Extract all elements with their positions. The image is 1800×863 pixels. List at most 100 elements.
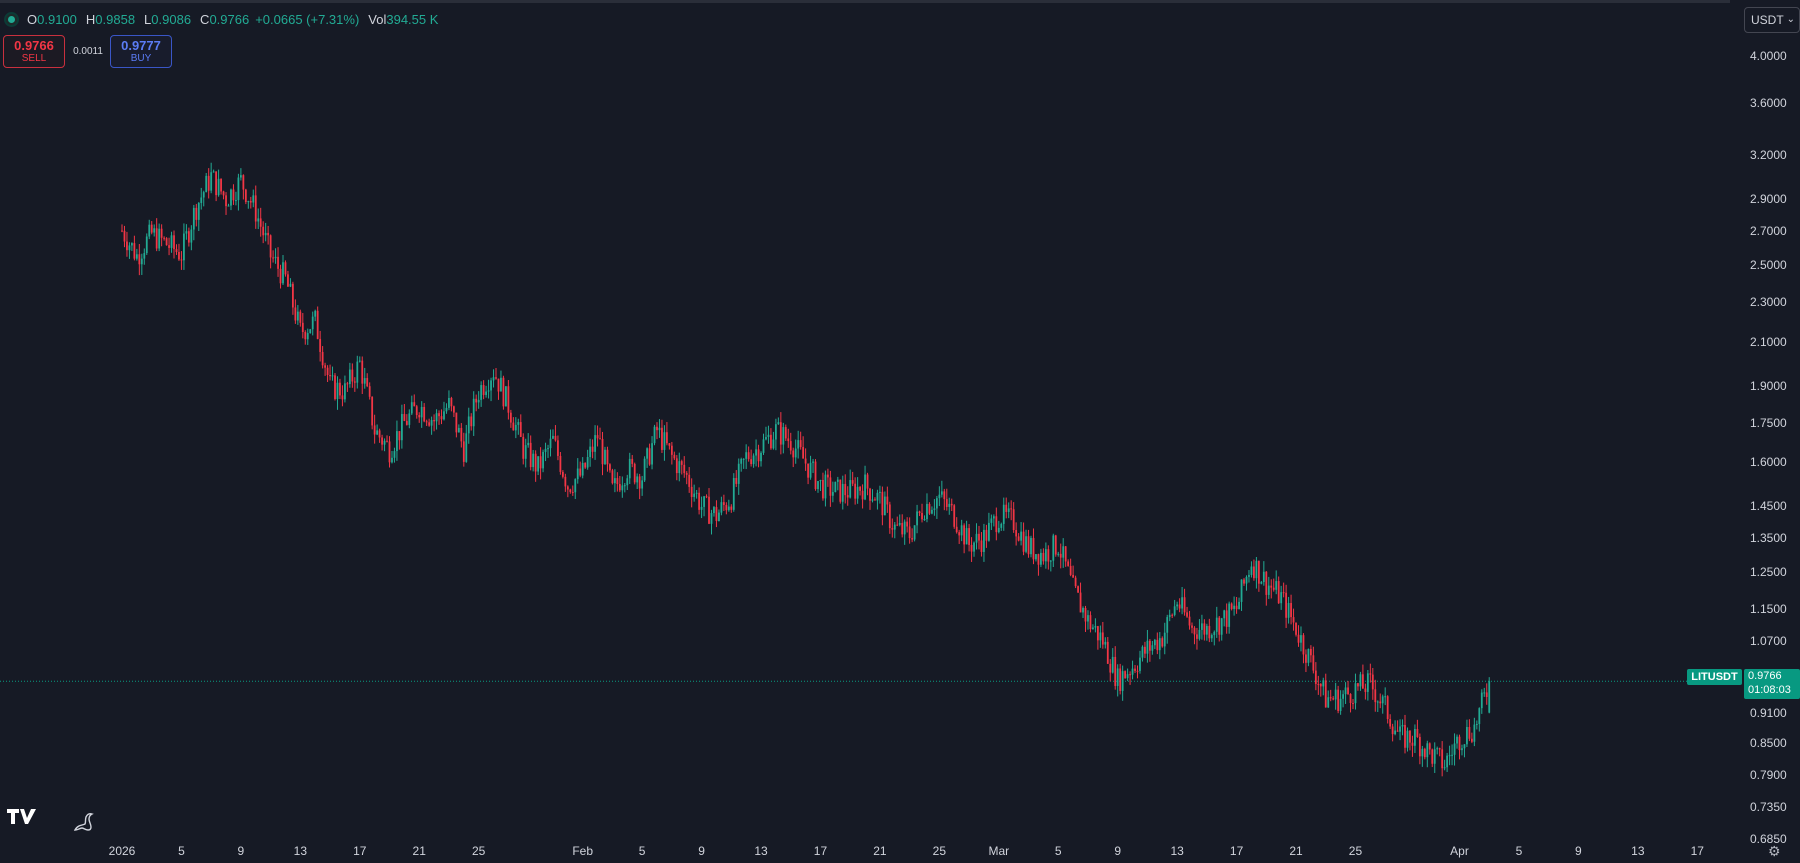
candle-down (329, 374, 331, 377)
candle-down (1324, 680, 1327, 708)
candle-down (673, 454, 676, 459)
candle-up (1205, 625, 1208, 635)
candle-down (507, 386, 510, 413)
candle-down (1230, 603, 1233, 609)
candle-up (760, 452, 762, 462)
candle-up (987, 522, 990, 541)
candle-down (606, 449, 609, 465)
candles (121, 162, 1491, 777)
unit-selector[interactable]: USDT ⌄ (1744, 7, 1800, 33)
candle-down (1193, 627, 1196, 635)
candle-up (537, 456, 540, 472)
candle-up (408, 413, 411, 425)
candle-up (586, 457, 589, 468)
candle-down (1418, 736, 1421, 757)
ohlc-legend: O 0.9100 H 0.9858 L 0.9086 C 0.9766 +0.0665 … (4, 12, 438, 27)
candle-down (943, 491, 946, 500)
sell-button[interactable]: 0.9766 SELL (3, 35, 65, 68)
candle-up (923, 519, 926, 521)
candle-down (638, 476, 641, 489)
tradingview-logo-icon[interactable] (7, 808, 37, 824)
candle-down (1072, 574, 1075, 578)
candle-down (1337, 689, 1340, 711)
time-tick-label: Feb (572, 844, 594, 858)
candle-down (705, 496, 708, 498)
candle-up (430, 420, 433, 426)
candle-down (423, 406, 426, 422)
candle-down (1290, 603, 1292, 618)
candle-up (465, 433, 468, 462)
candle-down (259, 218, 262, 227)
candle-down (324, 365, 327, 368)
candle-up (1002, 504, 1005, 524)
candle-down (886, 496, 889, 505)
candle-down (1015, 530, 1018, 537)
candle-down (1404, 724, 1406, 748)
candle-down (232, 189, 235, 201)
candle-up (1007, 508, 1010, 512)
candle-down (539, 456, 542, 469)
candle-up (1151, 645, 1154, 651)
candle-down (522, 436, 525, 459)
candle-down (1369, 673, 1372, 675)
candle-down (1022, 531, 1025, 552)
candle-up (376, 430, 379, 435)
candle-down (351, 369, 354, 382)
volume-label: Vol (368, 12, 387, 27)
time-tick-label: 25 (932, 844, 947, 858)
candle-up (282, 262, 284, 284)
candle-up (1406, 730, 1409, 748)
candle-up (1035, 554, 1037, 560)
time-tick-label: 21 (873, 844, 887, 858)
price-tick-label: 2.1000 (1750, 334, 1787, 349)
candle-down (591, 446, 594, 452)
candle-down (242, 175, 245, 190)
candle-down (1037, 554, 1040, 565)
candle-up (1366, 673, 1369, 692)
candle-up (916, 511, 918, 526)
candle-down (301, 322, 304, 333)
candle-down (405, 420, 408, 425)
time-tick-label: 13 (754, 844, 768, 858)
candle-down (968, 528, 970, 545)
candle-down (1017, 536, 1020, 541)
candle-down (163, 237, 166, 239)
candle-up (1342, 694, 1344, 699)
candle-up (626, 478, 629, 486)
candle-down (398, 431, 401, 441)
candle-up (653, 426, 656, 444)
candle-up (1463, 744, 1466, 749)
candle-down (1183, 597, 1186, 613)
candle-up (1168, 614, 1171, 618)
price-axis[interactable] (1730, 0, 1800, 863)
candle-up (898, 522, 901, 525)
candlestick-chart[interactable] (0, 0, 1730, 840)
candle-down (571, 491, 574, 493)
candle-down (455, 412, 458, 433)
candle-down (123, 230, 126, 242)
buy-button[interactable]: 0.9777 BUY (110, 35, 172, 68)
candle-down (1409, 730, 1411, 743)
gear-icon[interactable]: ⚙ (1768, 843, 1781, 859)
time-axis[interactable] (0, 840, 1730, 863)
candle-down (921, 513, 923, 520)
dino-icon[interactable] (72, 810, 96, 834)
candle-down (668, 443, 671, 446)
candle-up (1240, 579, 1243, 602)
candle-down (985, 529, 988, 541)
candle-down (388, 441, 391, 463)
market-status-dot-icon[interactable] (4, 12, 19, 27)
candle-down (1379, 701, 1382, 704)
candle-up (960, 525, 963, 536)
candle-up (212, 171, 215, 173)
candle-up (935, 498, 938, 509)
time-tick-label: 25 (471, 844, 486, 858)
change-value: +0.0665 (+7.31%) (255, 12, 360, 27)
candle-up (710, 513, 713, 524)
candle-down (386, 440, 388, 442)
candle-up (331, 375, 334, 377)
candle-up (135, 254, 138, 259)
last-price-tag: 0.9766 01:08:03 (1744, 669, 1800, 699)
sell-price: 0.9766 (14, 38, 54, 53)
candle-down (187, 231, 190, 243)
